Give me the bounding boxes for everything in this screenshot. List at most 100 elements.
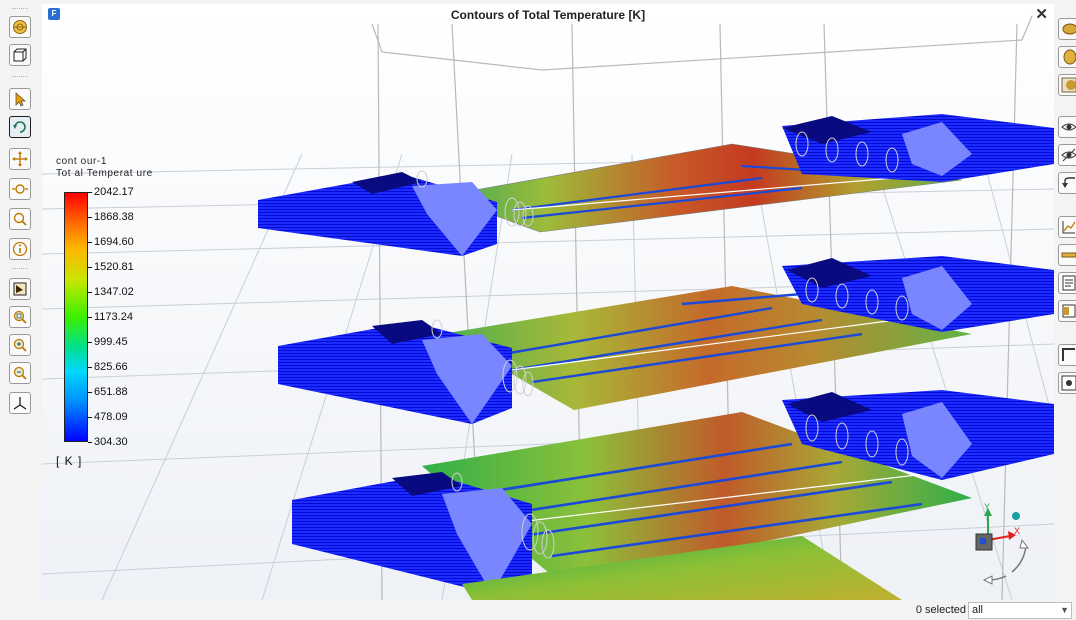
book-button[interactable]: [1058, 300, 1076, 322]
legend-tick: [88, 367, 92, 368]
toolbar-grip[interactable]: [12, 76, 28, 78]
legend-value: 478.09: [94, 411, 128, 423]
legend-value: 999.45: [94, 336, 128, 348]
pan-button[interactable]: [9, 148, 31, 170]
legend-value: 2042.17: [94, 186, 134, 198]
temperature-plate-middle[interactable]: [442, 286, 972, 410]
cube-view-button[interactable]: [9, 44, 31, 66]
legend-tick: [88, 442, 92, 443]
sphere-view-button[interactable]: [9, 16, 31, 38]
legend-tick: [88, 417, 92, 418]
window-title: Contours of Total Temperature [K]: [450, 8, 646, 22]
left-toolbar: [0, 0, 42, 600]
velocity-vectors-lower-left: [292, 472, 555, 594]
legend-tick: [88, 217, 92, 218]
clip-plane-button[interactable]: [1058, 18, 1076, 40]
legend-value: 1520.81: [94, 261, 134, 273]
eye-hidden-icon: [1061, 148, 1076, 162]
viewport-titlebar: F Contours of Total Temperature [K] ✕: [42, 4, 1054, 24]
legend-value: 1694.60: [94, 236, 134, 248]
legend-name: cont our-1: [56, 156, 108, 167]
toolbar-grip[interactable]: [12, 8, 28, 10]
zoom-in-out-button[interactable]: [9, 178, 31, 200]
zoom-box-icon: [13, 310, 27, 324]
pan-icon: [12, 151, 28, 167]
info-button[interactable]: [9, 238, 31, 260]
selection-count: 0 selected: [915, 604, 966, 616]
temperature-plate-bottom[interactable]: [462, 536, 902, 600]
report-icon: [1062, 275, 1076, 291]
cfd-scene[interactable]: [42, 4, 1054, 600]
legend-value: 1868.38: [94, 211, 134, 223]
legend-value: 1347.02: [94, 286, 134, 298]
sphere-view-icon: [13, 20, 27, 34]
temperature-plate-lower[interactable]: [422, 412, 972, 584]
velocity-vectors-middle-right: [782, 256, 1054, 332]
report-button[interactable]: [1058, 272, 1076, 294]
zoom-plus-icon: [13, 338, 27, 352]
texture-icon: [1061, 77, 1076, 93]
status-bar: 0 selected all ▼: [0, 600, 1076, 620]
point-button[interactable]: [1058, 372, 1076, 394]
legend-tick: [88, 317, 92, 318]
legend-tick: [88, 192, 92, 193]
zoom-button[interactable]: [9, 208, 31, 230]
legend-tick: [88, 267, 92, 268]
legend-value: 1173.24: [94, 311, 133, 323]
axes-icon: [13, 397, 27, 410]
book-icon: [1062, 304, 1076, 318]
velocity-vectors-middle-left: [278, 319, 534, 424]
colorbar: [64, 192, 88, 442]
ruler-button[interactable]: [1058, 244, 1076, 266]
axis-triad[interactable]: Y X: [962, 500, 1042, 590]
legend-quantity: Tot al Temperat ure: [56, 168, 153, 179]
zoom-box-button[interactable]: [9, 306, 31, 328]
selection-filter-value: all: [972, 604, 984, 616]
triad-y-label: Y: [984, 502, 990, 512]
chart-button[interactable]: [1058, 216, 1076, 238]
probe-icon: [13, 282, 27, 296]
velocity-vectors-lower-right: [782, 390, 1054, 480]
rotate-icon: [13, 121, 26, 133]
zoom-in-out-icon: [12, 184, 28, 194]
legend-value: 304.30: [94, 436, 128, 448]
rotate-button[interactable]: [9, 116, 31, 138]
probe-button[interactable]: [9, 278, 31, 300]
legend-tick: [88, 292, 92, 293]
graphics-viewport[interactable]: F Contours of Total Temperature [K] ✕ co…: [42, 4, 1054, 600]
point-icon: [1061, 375, 1076, 391]
axes-button[interactable]: [9, 392, 31, 414]
toolbar-grip[interactable]: [12, 268, 28, 270]
ruler-icon: [1061, 252, 1076, 258]
zoom-minus-button[interactable]: [9, 362, 31, 384]
undo-view-button[interactable]: [1058, 172, 1076, 194]
chevron-down-icon: ▼: [1060, 605, 1069, 615]
contour-legend: cont our-1 Tot al Temperat ure 2042.17 1…: [54, 156, 184, 476]
legend-value: 651.88: [94, 386, 128, 398]
show-button[interactable]: [1058, 116, 1076, 138]
legend-tick: [88, 392, 92, 393]
zoom-plus-button[interactable]: [9, 334, 31, 356]
selection-filter-select[interactable]: all ▼: [968, 602, 1072, 619]
chart-icon: [1062, 221, 1076, 234]
triad-x-label: X: [1014, 526, 1020, 536]
frame-button[interactable]: [1058, 344, 1076, 366]
right-toolbar: [1054, 0, 1076, 600]
cube-view-icon: [13, 48, 27, 62]
info-icon: [12, 241, 28, 257]
texture-button[interactable]: [1058, 74, 1076, 96]
eye-icon: [1061, 123, 1076, 131]
frame-icon: [1062, 348, 1075, 361]
undo-view-icon: [1062, 177, 1075, 188]
cylinder-button[interactable]: [1058, 46, 1076, 68]
velocity-vectors-top-left: [258, 170, 534, 256]
zoom-minus-icon: [13, 366, 27, 380]
app-logo-icon: F: [48, 8, 60, 20]
hide-button[interactable]: [1058, 144, 1076, 166]
clip-plane-icon: [1062, 23, 1076, 35]
select-button[interactable]: [9, 88, 31, 110]
close-button[interactable]: ✕: [1035, 6, 1048, 23]
legend-unit: [ K ]: [56, 454, 83, 468]
legend-tick: [88, 342, 92, 343]
